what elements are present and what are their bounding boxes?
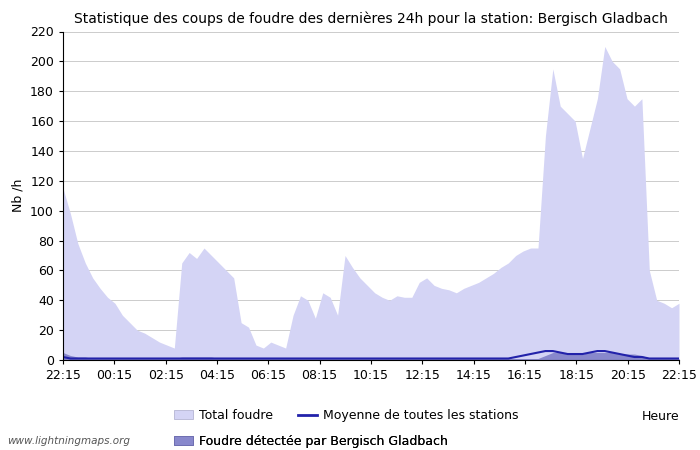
Y-axis label: Nb /h: Nb /h	[11, 179, 25, 212]
Moyenne de toutes les stations	[66, 356, 75, 361]
Moyenne de toutes les stations	[541, 348, 550, 354]
Moyenne de toutes les stations	[675, 356, 683, 361]
Moyenne de toutes les stations	[59, 354, 67, 360]
Moyenne de toutes les stations	[534, 350, 542, 355]
Moyenne de toutes les stations	[571, 351, 580, 357]
Line: Moyenne de toutes les stations: Moyenne de toutes les stations	[63, 351, 679, 359]
Text: www.lightningmaps.org: www.lightningmaps.org	[7, 436, 130, 446]
Moyenne de toutes les stations	[74, 356, 82, 361]
Moyenne de toutes les stations	[370, 356, 379, 361]
Text: Heure: Heure	[641, 410, 679, 423]
Title: Statistique des coups de foudre des dernières 24h pour la station: Bergisch Glad: Statistique des coups de foudre des dern…	[74, 12, 668, 26]
Moyenne de toutes les stations	[341, 356, 349, 361]
Legend: Foudre détectée par Bergisch Gladbach: Foudre détectée par Bergisch Gladbach	[174, 435, 448, 448]
Moyenne de toutes les stations	[104, 356, 112, 361]
